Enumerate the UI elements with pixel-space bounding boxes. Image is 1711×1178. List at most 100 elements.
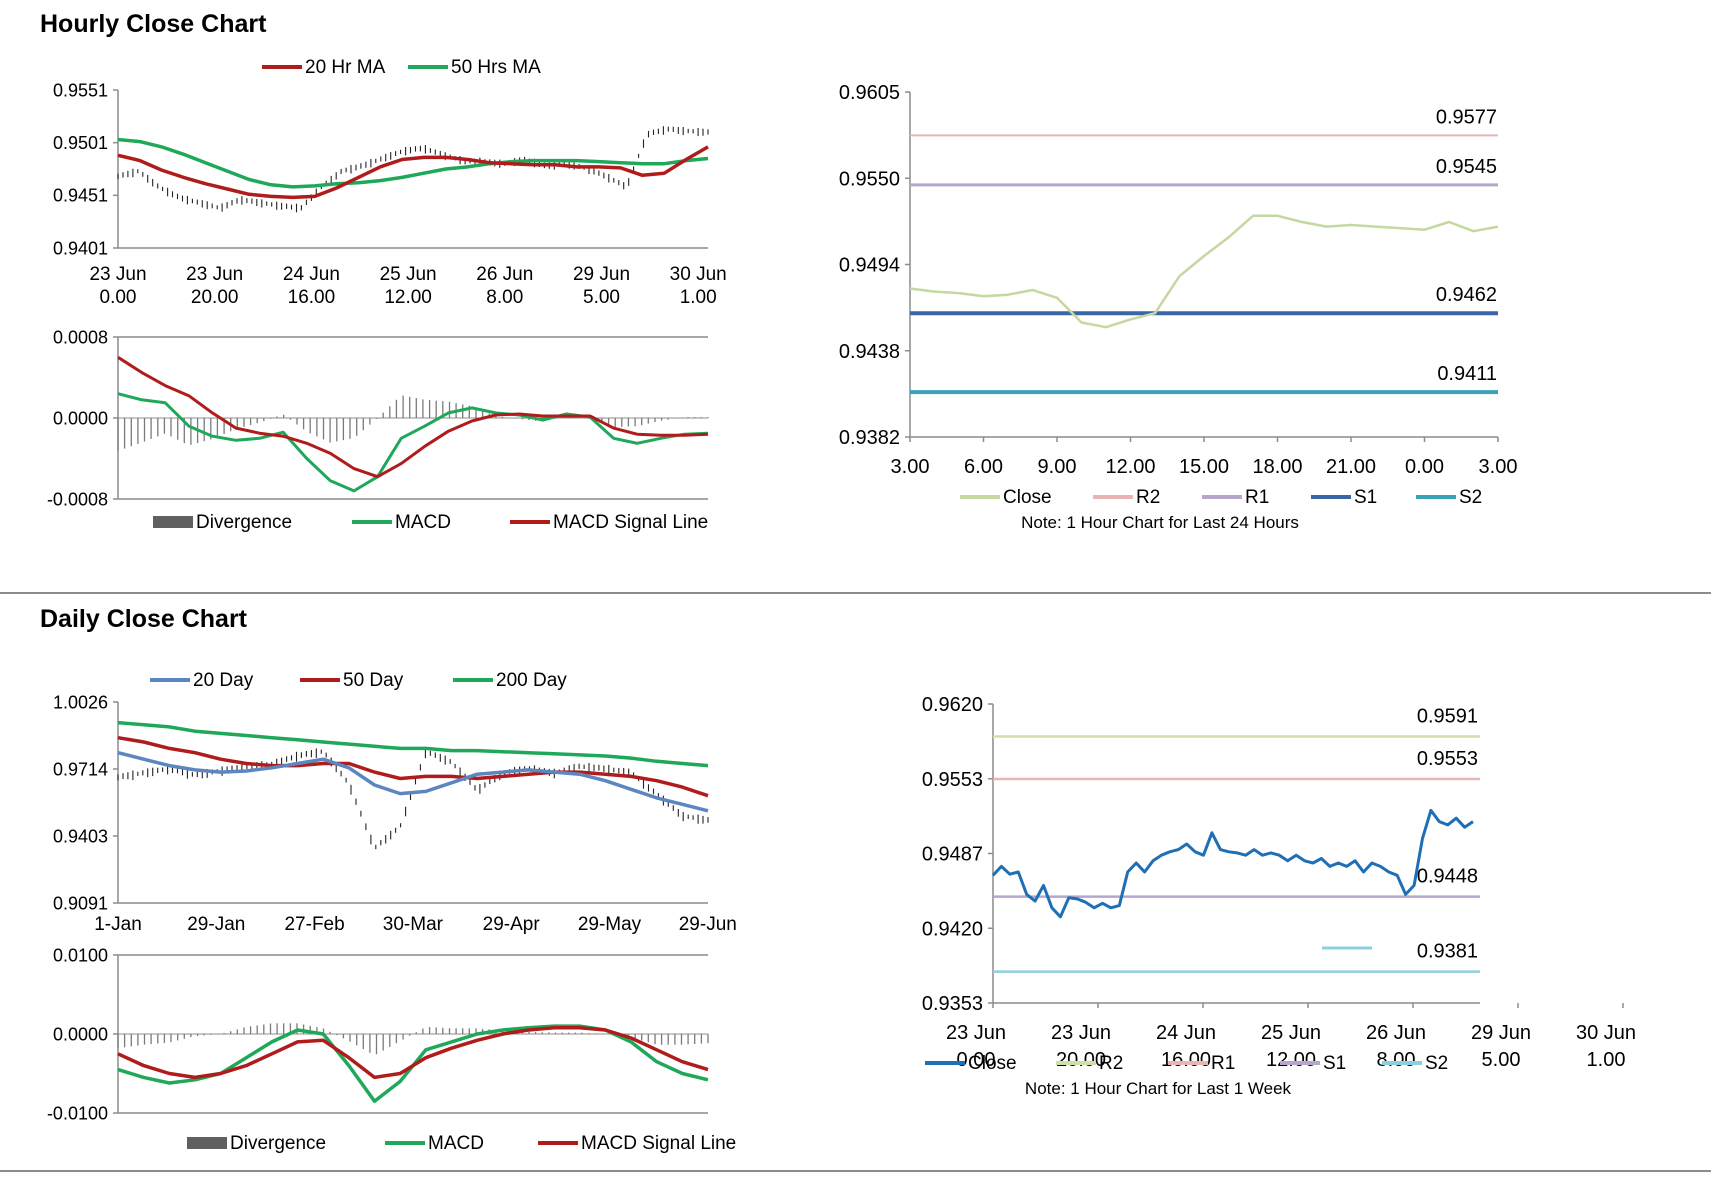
- hourly-levels-x-tick-label: 3.00: [1479, 456, 1518, 478]
- hourly-section-title: Hourly Close Chart: [40, 10, 267, 38]
- hourly-levels-y-tick-label: 0.9550: [839, 168, 900, 190]
- legend-hourly-s2-label: S2: [1459, 487, 1482, 508]
- hourly-levels-y-tick-label: 0.9382: [839, 427, 900, 449]
- daily-levels-x-date: 23 Jun: [946, 1022, 1006, 1044]
- hourly-macd-y-tick-label: 0.0000: [53, 408, 108, 428]
- daily-levels-x-time: 5.00: [1482, 1049, 1521, 1071]
- daily-levels-x-time: 0.00: [957, 1049, 996, 1071]
- hourly-levels-y-tick-label: 0.9438: [839, 341, 900, 363]
- daily-levels-y-tick-label: 0.9420: [922, 918, 983, 940]
- daily-macd-y-tick-label: 0.0000: [53, 1024, 108, 1044]
- hourly-ma-x-date: 24 Jun: [283, 264, 340, 285]
- daily-levels-x-date: 25 Jun: [1261, 1022, 1321, 1044]
- hourly-levels-note: Note: 1 Hour Chart for Last 24 Hours: [1021, 513, 1299, 532]
- legend-hourly-close-label: Close: [1003, 487, 1052, 508]
- hourly-ma-y-tick-label: 0.9451: [53, 186, 108, 206]
- series-20-day: [117, 751, 709, 813]
- hourly-levels-x-tick-label: 0.00: [1405, 456, 1444, 478]
- series-hourly-close: [909, 214, 1499, 329]
- daily-levels-x-date: 23 Jun: [1051, 1022, 1111, 1044]
- daily-levels-x-time: 12.00: [1266, 1049, 1316, 1071]
- legend-hourly-r2-label: R2: [1136, 487, 1160, 508]
- series-50hrs-ma: [117, 137, 709, 189]
- level-s1-label: 0.9462: [1436, 284, 1497, 306]
- hourly-macd-chart: 0.0008 0.0000 -0.0008 Divergence MACD MACD Si…: [47, 327, 709, 533]
- legend-hourly-r1-label: R1: [1245, 487, 1269, 508]
- daily-levels-y-tick-label: 0.9553: [922, 769, 983, 791]
- hourly-levels-y-tick-label: 0.9494: [839, 255, 900, 277]
- legend-hourly-divergence-swatch: [153, 516, 193, 528]
- hourly-ma-x-date: 23 Jun: [186, 264, 243, 285]
- daily-levels-x-time: 1.00: [1587, 1049, 1626, 1071]
- legend-hourly-divergence-label: Divergence: [196, 512, 292, 533]
- series-daily-macd-signal: [117, 1025, 709, 1080]
- hourly-ma-x-date: 23 Jun: [89, 264, 146, 285]
- legend-20-day-label: 20 Day: [193, 670, 254, 691]
- level-r2-label: 0.9577: [1436, 106, 1497, 128]
- legend-50-day-label: 50 Day: [343, 670, 404, 691]
- legend-daily-s1-label: S1: [1323, 1053, 1346, 1074]
- daily-macd-chart: 0.0100 0.0000 -0.0100 Divergence MACD MACD Si…: [47, 945, 736, 1154]
- daily-ma-y-tick-label: 0.9091: [53, 893, 108, 913]
- section-divider: [0, 592, 1711, 594]
- legend-hourly-signal-label: MACD Signal Line: [553, 512, 708, 533]
- legend-200-day-label: 200 Day: [496, 670, 567, 691]
- hourly-ma-y-tick-label: 0.9401: [53, 238, 108, 258]
- bottom-divider: [0, 1170, 1711, 1172]
- hourly-ma-x-time: 20.00: [191, 287, 239, 308]
- legend-daily-close-label: Close: [968, 1053, 1017, 1074]
- series-20hr-ma: [117, 145, 709, 200]
- daily-levels-x-time: 16.00: [1161, 1049, 1211, 1071]
- daily-levels-y-tick-label: 0.9487: [922, 844, 983, 866]
- legend-daily-r2-label: R2: [1099, 1053, 1123, 1074]
- series-200-day: [117, 720, 709, 768]
- daily-levels-x-date: 24 Jun: [1156, 1022, 1216, 1044]
- daily-section-title: Daily Close Chart: [40, 605, 248, 633]
- daily-levels-x-date: 30 Jun: [1576, 1022, 1636, 1044]
- legend-daily-s2-label: S2: [1425, 1053, 1448, 1074]
- legend-daily-signal-label: MACD Signal Line: [581, 1133, 736, 1154]
- daily-ma-x-tick-label: 29-Apr: [483, 914, 541, 935]
- daily-levels-note: Note: 1 Hour Chart for Last 1 Week: [1025, 1079, 1292, 1098]
- hourly-ma-x-date: 30 Jun: [670, 264, 727, 285]
- daily-ma-chart: 20 Day 50 Day 200 Day 1.0026 0.9714 0.9403 0.9…: [53, 670, 737, 935]
- daily-ma-y-tick-label: 0.9714: [53, 759, 108, 779]
- legend-50hrs-ma-label: 50 Hrs MA: [451, 57, 541, 78]
- hourly-macd-y-tick-label: -0.0008: [47, 489, 108, 509]
- daily-ma-x-tick-label: 29-May: [578, 914, 642, 935]
- hourly-ma-x-date: 26 Jun: [476, 264, 533, 285]
- hourly-ma-x-date: 29 Jun: [573, 264, 630, 285]
- daily-levels-x-date: 29 Jun: [1471, 1022, 1531, 1044]
- hourly-ma-x-date: 25 Jun: [380, 264, 437, 285]
- daily-ma-x-tick-label: 30-Mar: [383, 914, 444, 935]
- series-hourly-macd: [117, 392, 709, 493]
- hourly-levels-x-tick-label: 3.00: [891, 456, 930, 478]
- daily-levels-chart: 0.9620 0.9553 0.9487 0.9420 0.9353 23 Jun 0.00…: [922, 694, 1636, 1098]
- series-50-day: [117, 735, 709, 798]
- hourly-levels-y-tick-label: 0.9605: [839, 82, 900, 104]
- legend-daily-divergence-swatch: [187, 1137, 227, 1149]
- hourly-ma-x-time: 8.00: [486, 287, 523, 308]
- daily-ma-y-tick-label: 0.9403: [53, 826, 108, 846]
- level-daily-r1-label: 0.9553: [1417, 748, 1478, 770]
- level-s2-label: 0.9411: [1437, 363, 1497, 385]
- hourly-levels-x-tick-label: 12.00: [1105, 456, 1155, 478]
- legend-daily-divergence-label: Divergence: [230, 1133, 326, 1154]
- hourly-ma-chart: 20 Hr MA 50 Hrs MA 0.9551 0.9501 0.9451 0.940…: [53, 57, 727, 308]
- hourly-levels-x-tick-label: 18.00: [1252, 456, 1302, 478]
- daily-macd-y-tick-label: -0.0100: [47, 1103, 108, 1123]
- hourly-levels-x-tick-label: 15.00: [1179, 456, 1229, 478]
- hourly-ma-x-time: 1.00: [680, 287, 717, 308]
- hourly-levels-x-tick-label: 21.00: [1326, 456, 1376, 478]
- level-daily-s1-label: 0.9448: [1417, 866, 1478, 888]
- hourly-ma-x-time: 0.00: [100, 287, 137, 308]
- legend-hourly-macd-label: MACD: [395, 512, 451, 533]
- daily-ma-x-tick-label: 29-Jan: [187, 914, 245, 935]
- daily-levels-x-date: 26 Jun: [1366, 1022, 1426, 1044]
- hourly-levels-x-tick-label: 6.00: [964, 456, 1003, 478]
- series-hourly-macd-signal: [117, 356, 709, 479]
- daily-ma-y-tick-label: 1.0026: [53, 692, 108, 712]
- level-r1-label: 0.9545: [1436, 156, 1497, 178]
- daily-ma-x-tick-label: 29-Jun: [679, 914, 737, 935]
- legend-daily-r1-label: R1: [1211, 1053, 1235, 1074]
